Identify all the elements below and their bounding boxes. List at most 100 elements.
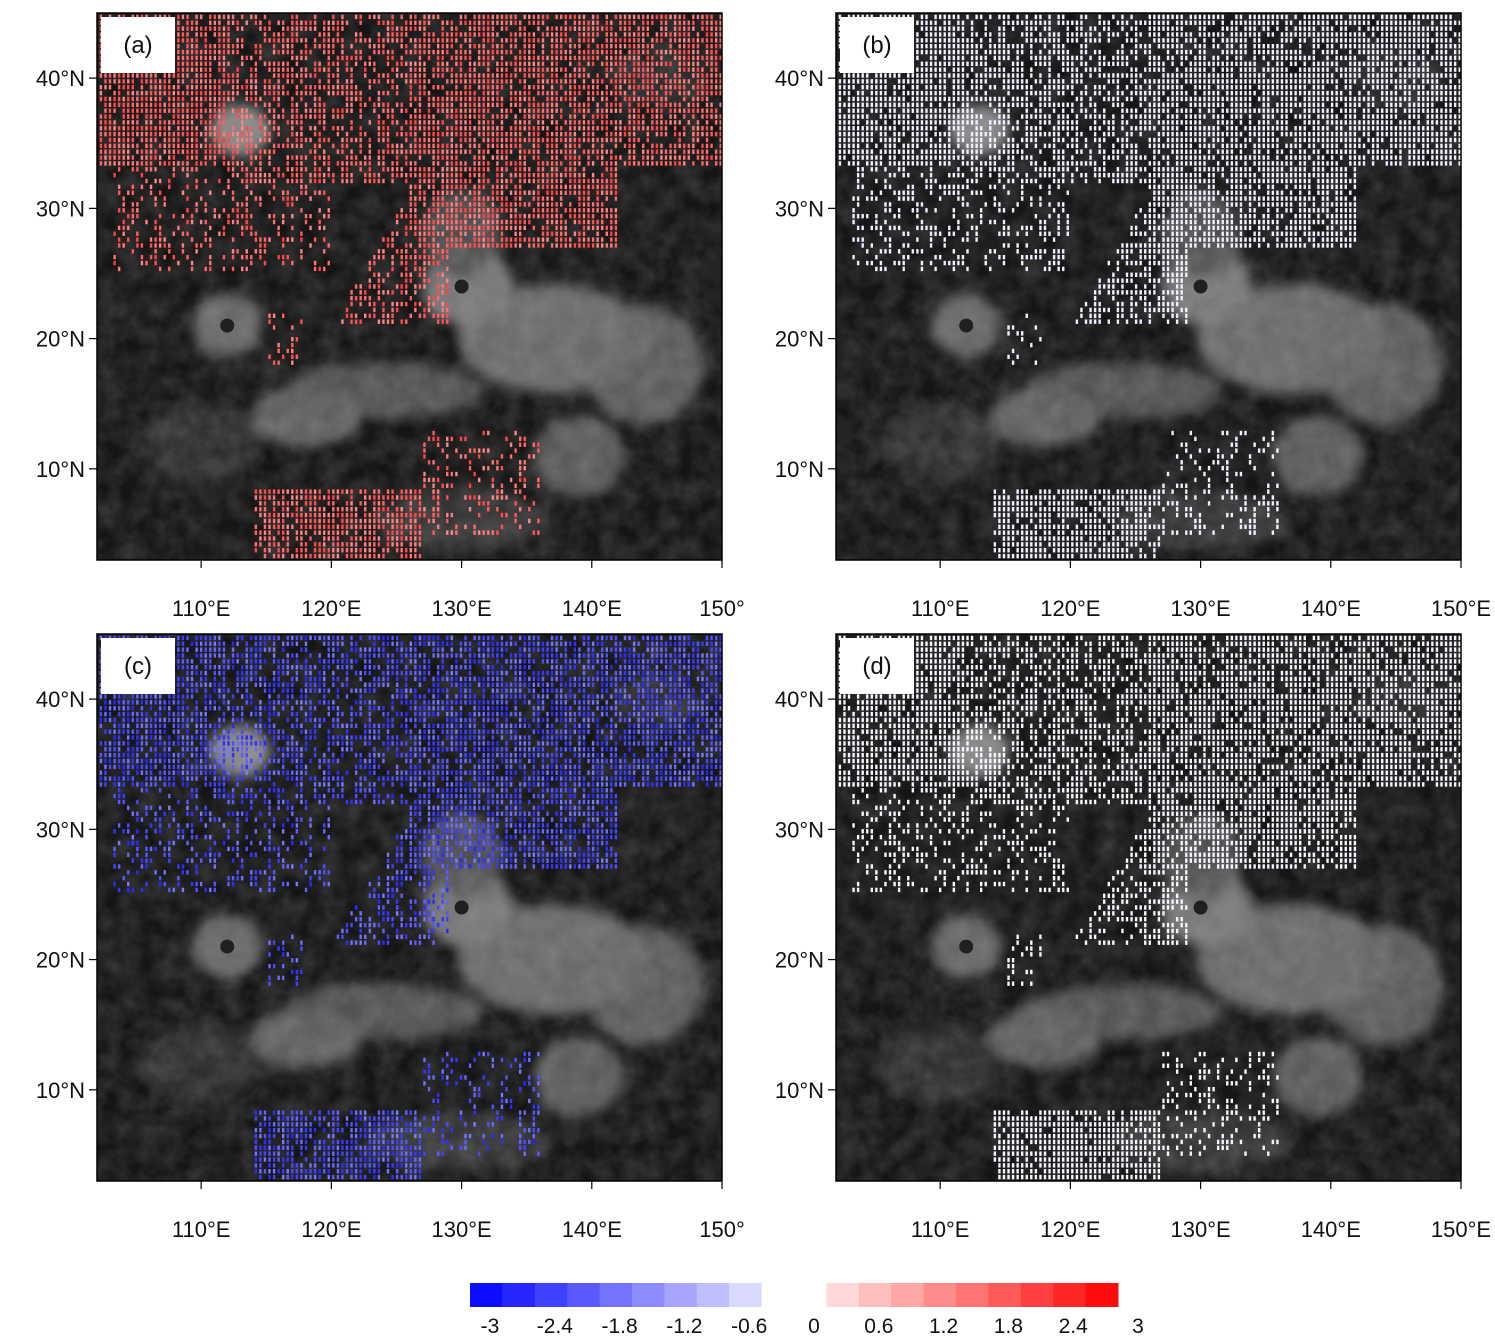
data-point xyxy=(377,507,381,512)
data-point xyxy=(382,137,385,143)
data-point xyxy=(122,208,125,213)
data-point xyxy=(473,126,476,131)
data-point xyxy=(705,131,709,137)
data-point xyxy=(573,190,577,195)
data-point xyxy=(341,108,344,113)
data-point xyxy=(427,102,431,108)
data-point xyxy=(359,536,362,541)
data-point xyxy=(195,20,198,25)
data-point xyxy=(409,501,413,506)
data-point xyxy=(1153,495,1156,500)
data-point xyxy=(277,518,280,524)
data-point xyxy=(496,178,499,184)
data-point xyxy=(1002,260,1006,266)
data-point xyxy=(464,131,467,137)
data-point xyxy=(537,448,540,453)
data-point xyxy=(1257,501,1261,506)
data-point xyxy=(377,272,381,277)
data-point xyxy=(541,73,545,78)
data-point xyxy=(468,225,472,231)
data-point xyxy=(1121,278,1124,283)
data-point xyxy=(569,172,572,178)
data-point xyxy=(1048,524,1051,529)
data-point xyxy=(405,284,408,289)
data-point xyxy=(309,73,312,78)
data-point xyxy=(984,254,987,260)
data-point xyxy=(655,96,659,102)
data-point xyxy=(277,501,280,506)
data-point xyxy=(436,143,440,149)
data-point xyxy=(1121,548,1124,553)
data-point xyxy=(231,20,235,25)
data-point xyxy=(500,231,504,236)
data-point xyxy=(669,38,672,43)
data-point xyxy=(1089,319,1092,324)
data-point xyxy=(108,161,112,166)
data-point xyxy=(610,161,613,166)
data-point xyxy=(1130,301,1133,307)
data-point xyxy=(614,44,618,49)
data-point xyxy=(136,167,139,172)
data-point xyxy=(368,137,371,143)
data-point xyxy=(131,213,135,219)
data-point xyxy=(382,120,385,125)
data-point xyxy=(168,155,171,160)
data-point xyxy=(1030,495,1033,500)
data-point xyxy=(281,73,285,78)
data-point xyxy=(323,49,326,55)
data-point xyxy=(473,243,476,248)
data-point xyxy=(673,26,677,31)
data-point xyxy=(582,137,586,143)
data-point xyxy=(414,184,417,190)
data-point xyxy=(163,254,166,260)
data-point xyxy=(500,38,504,43)
data-point xyxy=(350,149,353,154)
data-point xyxy=(254,79,258,84)
data-point xyxy=(518,26,522,31)
data-point xyxy=(1116,507,1120,512)
data-point xyxy=(199,61,203,66)
data-point xyxy=(1039,495,1042,500)
data-point xyxy=(1162,507,1165,512)
data-point xyxy=(199,161,203,166)
data-point xyxy=(400,507,403,512)
data-point xyxy=(550,213,554,219)
data-point xyxy=(327,196,330,201)
data-point xyxy=(145,120,148,125)
data-point xyxy=(487,108,490,113)
data-point xyxy=(555,137,558,143)
data-point xyxy=(701,55,704,61)
data-point xyxy=(436,442,440,447)
data-point xyxy=(291,38,294,43)
data-point xyxy=(518,178,522,184)
data-point xyxy=(1052,495,1056,500)
data-point xyxy=(696,108,700,113)
data-point xyxy=(678,61,681,66)
data-point xyxy=(222,131,226,137)
data-point xyxy=(245,143,248,149)
data-point xyxy=(395,301,399,307)
data-point xyxy=(199,79,203,84)
data-point xyxy=(550,32,554,37)
data-point xyxy=(505,495,508,500)
data-point xyxy=(642,161,645,166)
data-point xyxy=(938,254,942,260)
data-point xyxy=(528,131,531,137)
data-point xyxy=(145,90,148,96)
data-point xyxy=(477,149,481,154)
data-point xyxy=(582,108,586,113)
data-point xyxy=(555,149,558,154)
data-point xyxy=(149,155,153,160)
data-point xyxy=(295,32,299,37)
data-point xyxy=(578,38,581,43)
data-point xyxy=(614,102,618,108)
data-point xyxy=(532,225,536,231)
data-point xyxy=(300,190,303,195)
data-point xyxy=(245,126,248,131)
data-point xyxy=(231,208,235,213)
data-point xyxy=(341,55,344,61)
data-point xyxy=(482,243,485,248)
data-point xyxy=(418,38,422,43)
data-point xyxy=(1157,278,1161,283)
data-point xyxy=(336,26,340,31)
